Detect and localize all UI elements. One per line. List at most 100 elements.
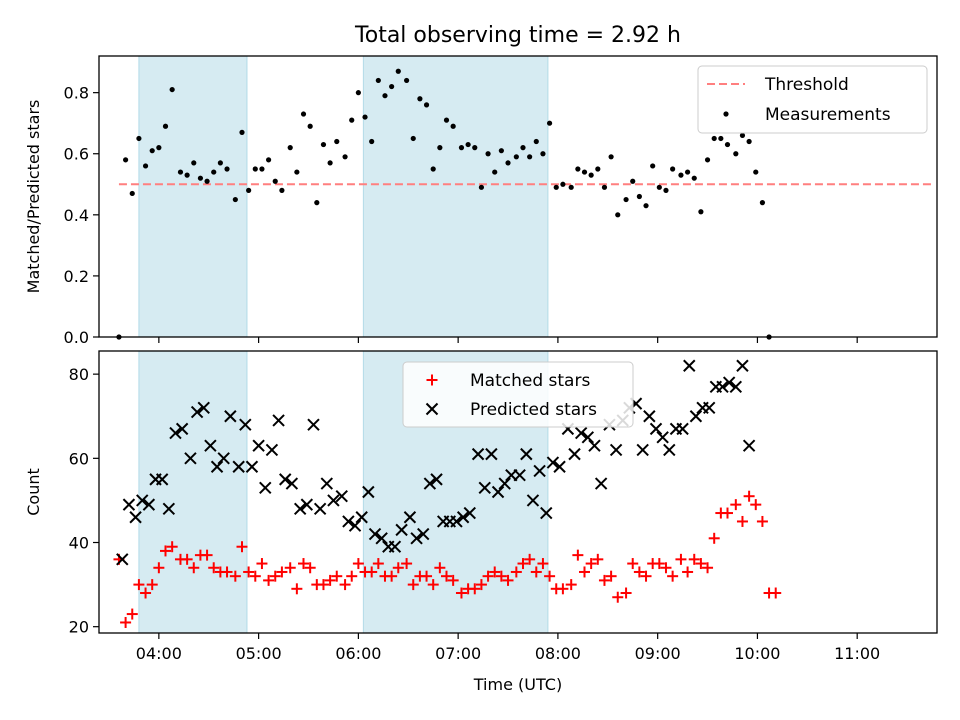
predicted-stars-point	[388, 540, 402, 553]
matched-stars-point	[249, 570, 261, 582]
predicted-stars-point	[423, 477, 437, 490]
predicted-stars-stroke-b	[259, 481, 272, 494]
matched-stars-point	[633, 566, 645, 578]
predicted-stars-stroke-b	[463, 506, 476, 520]
measurement-point	[369, 138, 375, 145]
measurement-point	[485, 151, 491, 157]
measurement-point	[527, 154, 533, 160]
predicted-stars-point	[643, 410, 656, 423]
shaded-interval	[138, 350, 248, 634]
matched-stars-point	[585, 558, 597, 570]
measurement-point	[636, 193, 642, 200]
predicted-stars-point	[656, 431, 669, 444]
predicted-stars-point	[410, 532, 423, 545]
predicted-stars-point	[683, 359, 696, 372]
predicted-stars-stroke-b	[252, 439, 265, 452]
matched-stars-point	[407, 579, 419, 591]
predicted-stars-stroke-b	[568, 447, 581, 461]
predicted-stars-stroke-b	[136, 494, 149, 507]
y-axis-label: Count	[24, 468, 43, 516]
measurement-point	[450, 123, 456, 129]
measurement-point	[759, 200, 766, 206]
measurement-point	[623, 196, 629, 203]
measurement-point	[204, 178, 210, 184]
predicted-stars-stroke-b	[320, 477, 333, 490]
matched-stars-point	[146, 579, 158, 591]
measurement-point	[259, 166, 265, 172]
predicted-stars-stroke-b	[520, 447, 533, 461]
predicted-stars-point	[335, 490, 348, 503]
measurement-point	[472, 145, 478, 151]
matched-stars-point	[640, 570, 652, 582]
measurement-point	[389, 83, 395, 90]
predicted-stars-stroke-b	[169, 426, 182, 440]
predicted-stars-stroke-b	[491, 485, 505, 499]
predicted-stars-stroke-b	[155, 473, 169, 486]
measurement-point	[375, 77, 381, 84]
predicted-stars-stroke-b	[636, 443, 649, 457]
matched-stars-point	[530, 566, 542, 578]
predicted-stars-point	[116, 553, 129, 566]
x-tick-label: 05:00	[236, 644, 282, 663]
predicted-stars-point	[663, 443, 676, 457]
predicted-stars-point	[491, 485, 505, 499]
legend-box	[402, 361, 634, 428]
measurement-point	[656, 184, 662, 190]
predicted-stars-stroke-b	[245, 460, 259, 473]
legend: Matched stars Predicted stars	[402, 361, 634, 428]
matched-stars-point	[770, 587, 782, 599]
matched-stars-point	[524, 553, 536, 565]
legend: Threshold Measurements	[697, 65, 928, 134]
matched-stars-point	[166, 541, 178, 553]
predicted-stars-stroke-b	[456, 511, 470, 524]
predicted-stars-stroke-b	[224, 410, 237, 423]
measurement-point	[588, 172, 594, 178]
legend-box	[697, 65, 928, 134]
predicted-stars-stroke-b	[513, 468, 526, 482]
measurement-point	[403, 77, 410, 84]
measurement-point	[142, 163, 149, 169]
predicted-stars-stroke-b	[184, 452, 197, 465]
y-tick-label: 0.0	[64, 328, 89, 347]
predicted-stars-point	[581, 431, 595, 444]
matched-stars-point	[140, 587, 152, 599]
measurement-point	[670, 166, 676, 172]
measurement-point	[540, 151, 546, 157]
matched-stars-point	[544, 570, 556, 582]
measurement-point	[355, 90, 361, 96]
matched-stars-point	[730, 499, 742, 511]
predicted-stars-stroke-b	[729, 380, 743, 393]
predicted-stars-point	[184, 452, 197, 465]
measurement-point	[520, 145, 526, 151]
matched-stars-point	[372, 558, 384, 570]
measurement-point	[553, 184, 559, 190]
predicted-stars-stroke-b	[327, 494, 340, 507]
predicted-stars-stroke-b	[116, 553, 129, 566]
bottom-panel: 20 40 60 80 04:00 05:00 06:00 07:00 08:00 09:00 10…	[24, 350, 938, 694]
y-tick-label: 80	[69, 365, 89, 384]
predicted-stars-stroke-b	[142, 498, 156, 511]
matched-stars-point	[263, 574, 275, 586]
matched-stars-point	[221, 566, 233, 578]
shaded-interval	[362, 55, 549, 338]
measurement-point	[711, 135, 717, 142]
measurement-point	[533, 138, 539, 145]
axes-frame	[98, 55, 938, 338]
measurement-point	[184, 172, 190, 178]
measurement-point	[314, 200, 320, 206]
predicted-stars-stroke-b	[423, 477, 437, 490]
legend-predicted-label: Predicted stars	[470, 400, 597, 420]
predicted-stars-stroke-b	[742, 439, 756, 452]
predicted-stars-stroke-b	[239, 418, 252, 431]
predicted-stars-point	[245, 460, 259, 473]
matched-stars-point	[489, 566, 501, 578]
matched-stars-point	[612, 591, 624, 603]
measurement-point	[513, 154, 519, 160]
matched-stars-point	[188, 562, 200, 574]
predicted-stars-stroke-b	[403, 511, 417, 524]
matched-stars-point	[366, 566, 378, 578]
predicted-stars-stroke-b	[348, 519, 362, 532]
measurement-point	[684, 169, 691, 175]
matched-stars-point	[346, 570, 358, 582]
x-tick-label: 06:00	[335, 644, 381, 663]
